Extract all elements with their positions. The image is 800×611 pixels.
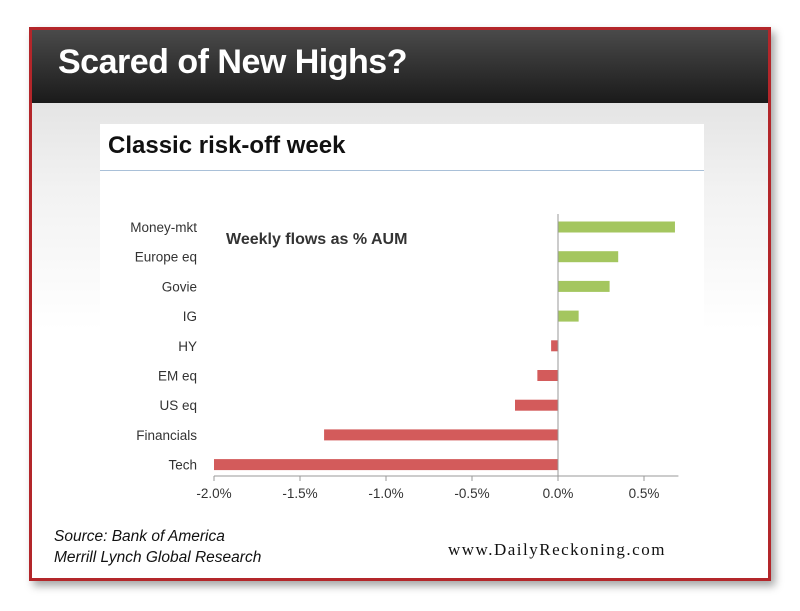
category-label: Money-mkt	[130, 220, 197, 235]
chart-annotation: Weekly flows as % AUM	[226, 231, 407, 248]
bar-ig	[558, 310, 579, 322]
bar-em-eq	[537, 370, 558, 381]
x-tick-label: -0.5%	[454, 486, 489, 501]
category-label: IG	[183, 309, 197, 324]
bar-hy	[551, 340, 558, 352]
title-divider	[100, 170, 704, 171]
category-label: US eq	[159, 398, 197, 413]
source-note: Source: Bank of America Merrill Lynch Gl…	[54, 526, 261, 568]
bar-financials	[324, 429, 558, 441]
x-tick-label: 0.5%	[629, 486, 660, 501]
website-label: www.DailyReckoning.com	[448, 540, 666, 559]
bar-money-mkt	[558, 221, 675, 233]
x-tick-label: -1.5%	[282, 486, 317, 501]
header-bar: Scared of New Highs?	[32, 30, 768, 103]
category-label: EM eq	[158, 369, 197, 384]
chart-title: Classic risk-off week	[108, 132, 346, 159]
category-label: Financials	[136, 428, 197, 443]
chart-frame: Scared of New Highs? Classic risk-off we…	[29, 27, 771, 581]
bar-chart: Weekly flows as % AUM Money-mkt Europe eq G…	[130, 214, 679, 501]
chart-panel: Classic risk-off week Weekly flows as % …	[100, 124, 704, 524]
bar-govie	[558, 280, 610, 292]
x-tick-label: -2.0%	[196, 486, 231, 501]
x-tick-label: -1.0%	[368, 486, 403, 501]
source-line-1: Source: Bank of America	[54, 528, 225, 545]
category-label: HY	[178, 339, 197, 354]
bar-europe-eq	[558, 251, 619, 263]
category-label: Govie	[162, 279, 197, 294]
x-tick-label: 0.0%	[543, 486, 574, 501]
category-label: Europe eq	[135, 250, 197, 265]
source-line-2: Merrill Lynch Global Research	[54, 549, 262, 566]
bar-us-eq	[515, 399, 558, 411]
category-label: Tech	[168, 458, 197, 473]
bar-tech	[214, 459, 558, 471]
page-title: Scared of New Highs?	[58, 43, 407, 81]
